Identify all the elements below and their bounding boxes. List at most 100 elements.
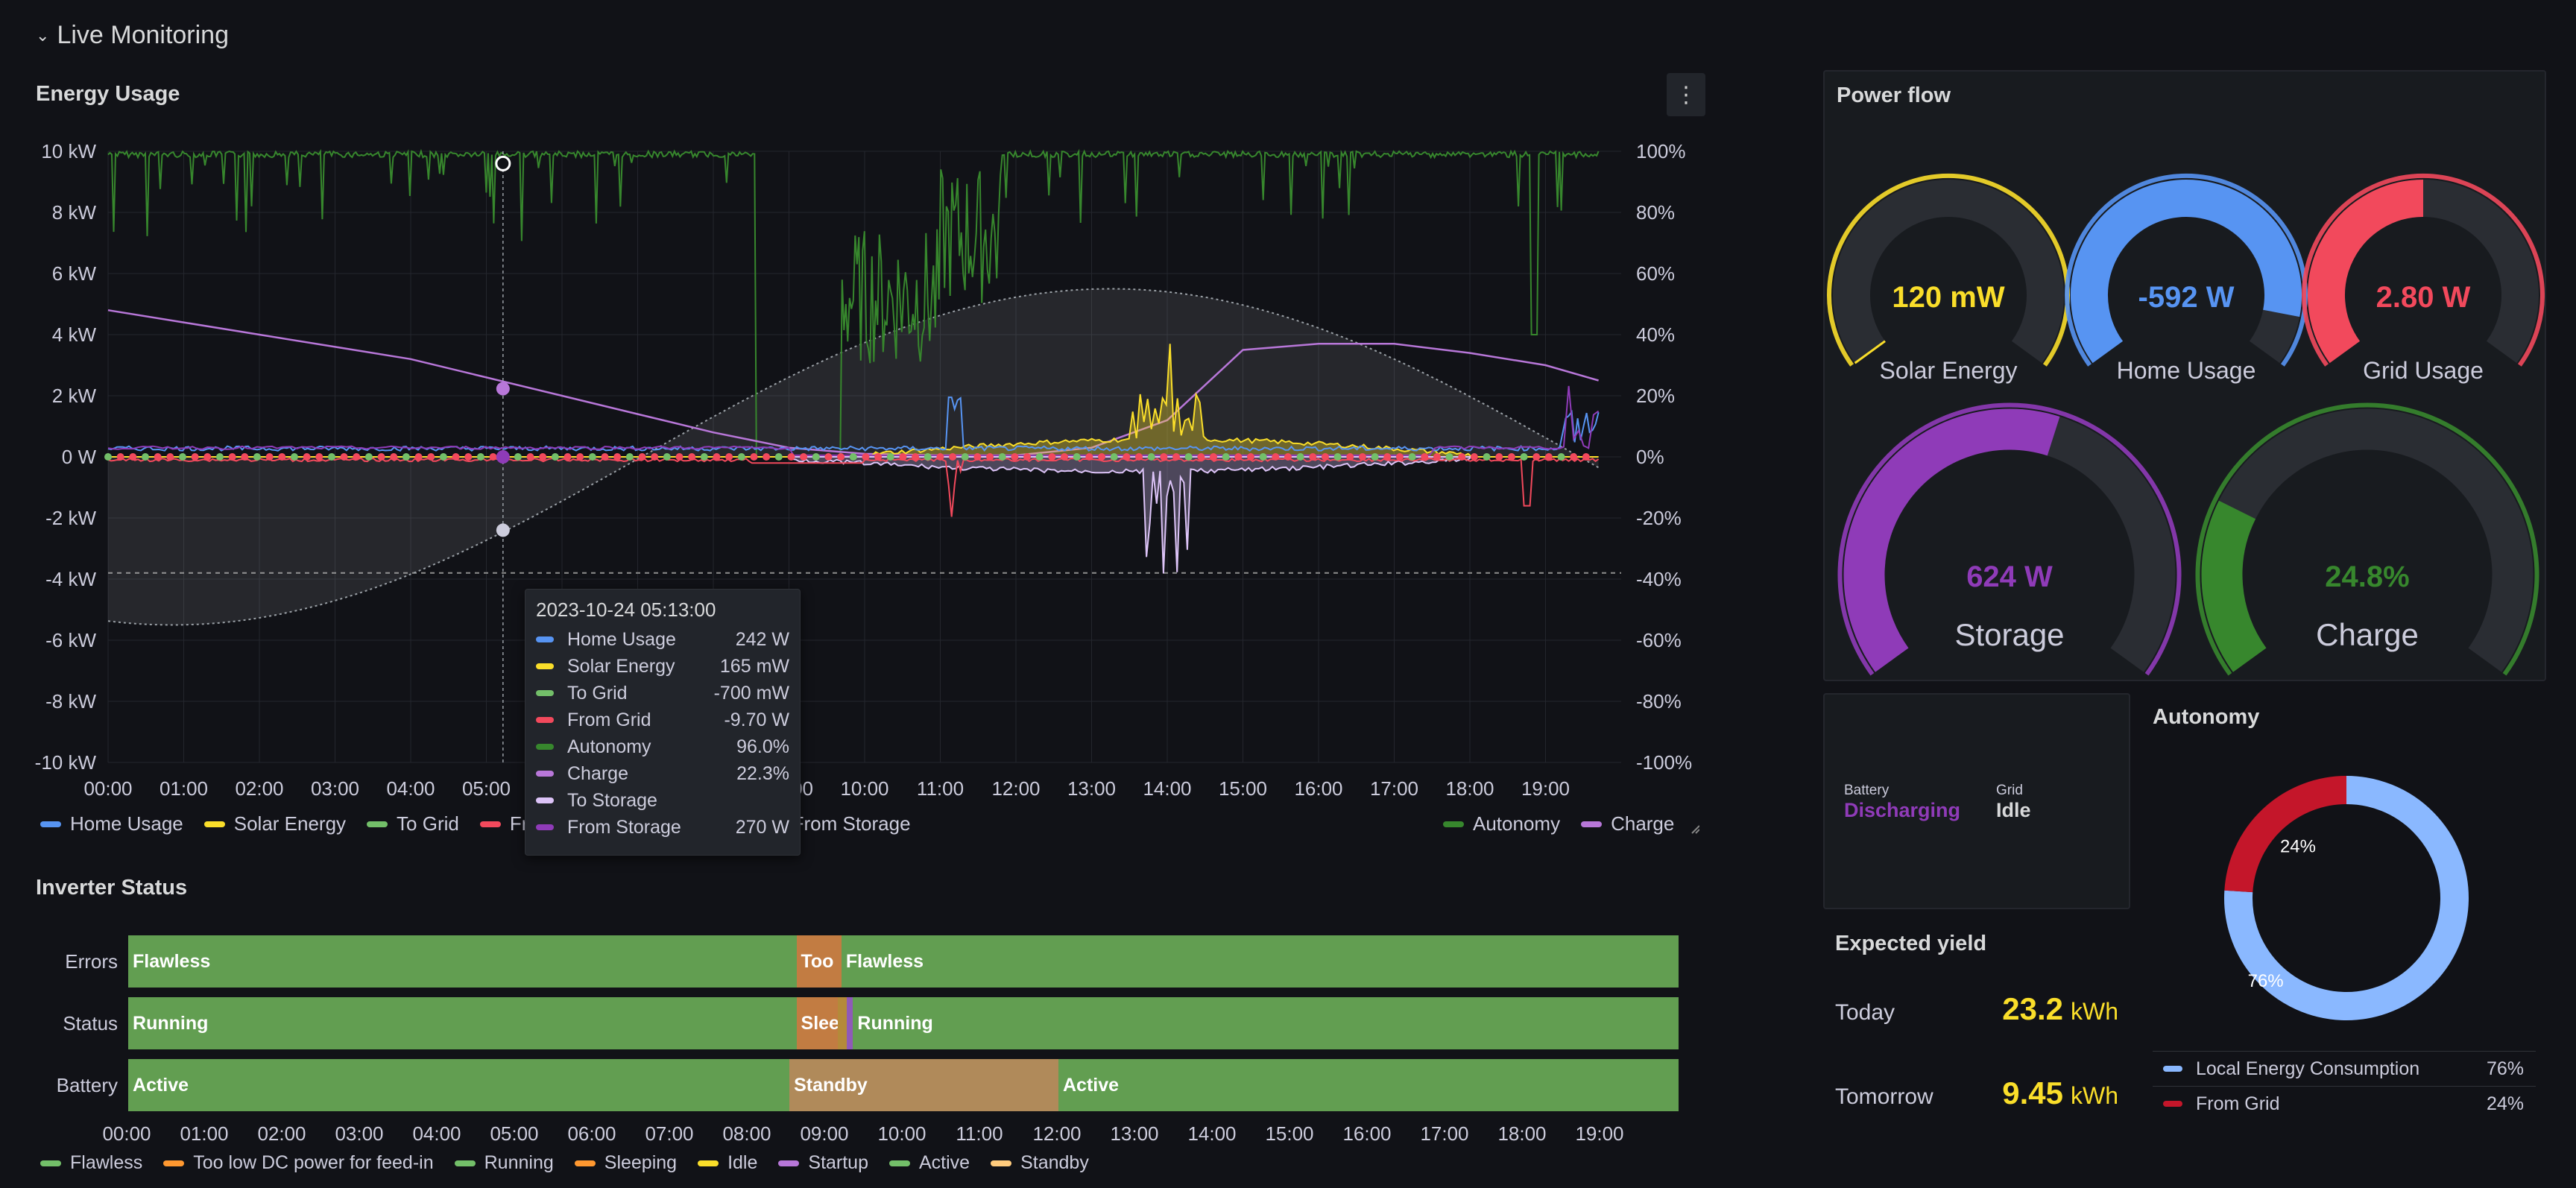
legend-item[interactable]: Solar Energy <box>203 812 346 835</box>
to-grid-point <box>166 453 174 461</box>
autonomy-title: Autonomy <box>2153 705 2260 729</box>
to-grid-point <box>1011 453 1019 461</box>
to-grid-point <box>539 453 547 461</box>
state-segment[interactable]: Active <box>128 1059 790 1111</box>
tooltip-label: To Grid <box>567 682 628 704</box>
tooltip-row: From Grid -9.70 W <box>536 707 789 733</box>
donut-legend-row[interactable]: Local Energy Consumption 76% <box>2153 1051 2536 1086</box>
tooltip-value: -9.70 W <box>724 709 789 730</box>
legend-swatch <box>889 1160 910 1166</box>
state-row-label: Battery <box>56 1073 119 1096</box>
donut-legend-percent: 76% <box>2486 1058 2524 1079</box>
to-grid-point <box>129 453 137 461</box>
y-tick-left: 10 kW <box>41 140 96 162</box>
to-grid-point <box>849 453 857 461</box>
to-grid-point <box>1408 453 1416 461</box>
y-tick-left: 6 kW <box>52 262 97 285</box>
x-tick: 03:00 <box>311 777 359 800</box>
legend-label: Flawless <box>70 1152 143 1173</box>
tooltip-time: 2023-10-24 05:13:00 <box>536 598 716 621</box>
state-segment[interactable]: Slee <box>796 997 838 1049</box>
to-grid-point <box>353 453 361 461</box>
to-grid-point <box>241 453 249 461</box>
legend-item[interactable]: Autonomy <box>1443 812 1560 835</box>
inverter-x-tick: 15:00 <box>1265 1122 1313 1145</box>
tooltip-swatch <box>536 744 554 750</box>
grid-state: Idle <box>1996 799 2031 821</box>
to-grid-point <box>1495 453 1503 461</box>
state-segment[interactable]: Standby <box>789 1059 1058 1111</box>
to-grid-point <box>973 453 982 461</box>
state-segment[interactable] <box>847 997 853 1049</box>
forecast-line <box>107 288 1600 626</box>
to-grid-point <box>104 453 112 461</box>
energy-usage-chart[interactable]: 10 kW 8 kW 6 kW 4 kW 2 kW 0 W -2 kW -4 kW -6 kW -… <box>0 119 1699 835</box>
state-segment[interactable]: Too <box>796 935 842 988</box>
inverter-x-tick: 01:00 <box>180 1122 228 1145</box>
yield-today-unit: kWh <box>2071 998 2118 1025</box>
tooltip-swatch <box>536 717 554 723</box>
legend-item[interactable]: Flawless <box>40 1152 142 1174</box>
state-segment[interactable]: Flawless <box>128 935 797 988</box>
y-tick-left: -6 kW <box>45 629 96 651</box>
to-grid-point <box>1085 453 1093 461</box>
state-segment[interactable] <box>837 997 847 1049</box>
legend-item[interactable]: Active <box>889 1152 970 1174</box>
inverter-status-title: Inverter Status <box>36 876 188 900</box>
to-grid-point <box>253 453 261 461</box>
donut-legend-percent: 24% <box>2486 1093 2524 1114</box>
to-grid-point <box>725 453 733 461</box>
legend-swatch <box>367 821 388 827</box>
hover-point-storage <box>496 450 510 464</box>
gauge-value-arc <box>2201 500 2267 672</box>
to-grid-point <box>688 453 696 461</box>
y-tick-right: 80% <box>1636 201 1675 224</box>
state-segment[interactable]: Active <box>1058 1059 1679 1111</box>
to-grid-point <box>514 453 522 461</box>
to-grid-point <box>327 453 335 461</box>
legend-item[interactable]: Sleeping <box>574 1152 678 1174</box>
legend-label: Startup <box>808 1152 868 1173</box>
tooltip-label: Home Usage <box>567 628 676 650</box>
legend-item[interactable]: Running <box>454 1152 554 1174</box>
legend-item[interactable]: Idle <box>698 1152 757 1174</box>
battery-state: Discharging <box>1844 799 1961 821</box>
to-grid-point <box>340 453 348 461</box>
state-row-label: Errors <box>65 950 119 973</box>
panel-menu-button[interactable]: ⋮ <box>1667 73 1705 116</box>
legend-swatch <box>40 821 61 827</box>
legend-label: To Grid <box>397 812 459 835</box>
tooltip-row: To Grid -700 mW <box>536 680 789 707</box>
legend-label: From Storage <box>792 812 911 835</box>
donut-legend-row[interactable]: From Grid 24% <box>2153 1086 2536 1121</box>
legend-item[interactable]: Charge <box>1581 812 1674 835</box>
legend-label: Too low DC power for feed-in <box>193 1152 434 1173</box>
kebab-menu-icon: ⋮ <box>1675 82 1697 107</box>
x-tick: 04:00 <box>386 777 435 800</box>
x-tick: 19:00 <box>1521 777 1570 800</box>
tooltip-swatch <box>536 690 554 696</box>
legend-item[interactable]: Standby <box>991 1152 1089 1174</box>
tooltip-swatch <box>536 824 554 830</box>
state-segment[interactable]: Running <box>853 997 1679 1049</box>
legend-item[interactable]: Home Usage <box>40 812 183 835</box>
donut-legend-swatch <box>2163 1066 2182 1072</box>
legend-item[interactable]: Too low DC power for feed-in <box>163 1152 434 1174</box>
to-grid-point <box>874 453 883 461</box>
grid-label: Grid <box>1996 783 2023 798</box>
section-header[interactable]: ⌄ Live Monitoring <box>36 21 229 50</box>
donut-legend-label: Local Energy Consumption <box>2196 1058 2420 1079</box>
state-segment[interactable]: Flawless <box>841 935 1679 988</box>
legend-item[interactable]: Startup <box>778 1152 868 1174</box>
legend-label: Sleeping <box>604 1152 678 1173</box>
to-grid-point <box>564 453 572 461</box>
to-grid-point <box>1272 453 1280 461</box>
legend-item[interactable]: To Grid <box>367 812 459 835</box>
state-row-label: Status <box>63 1011 119 1034</box>
autonomy-donut-chart[interactable]: 76% 24% <box>2206 760 2504 1043</box>
y-tick-right: -40% <box>1636 568 1682 590</box>
state-row-battery: Battery Active Standby Active <box>36 1059 1679 1111</box>
to-grid-point <box>1458 453 1466 461</box>
tooltip-value: 22.3% <box>736 762 789 784</box>
state-segment[interactable]: Running <box>128 997 797 1049</box>
